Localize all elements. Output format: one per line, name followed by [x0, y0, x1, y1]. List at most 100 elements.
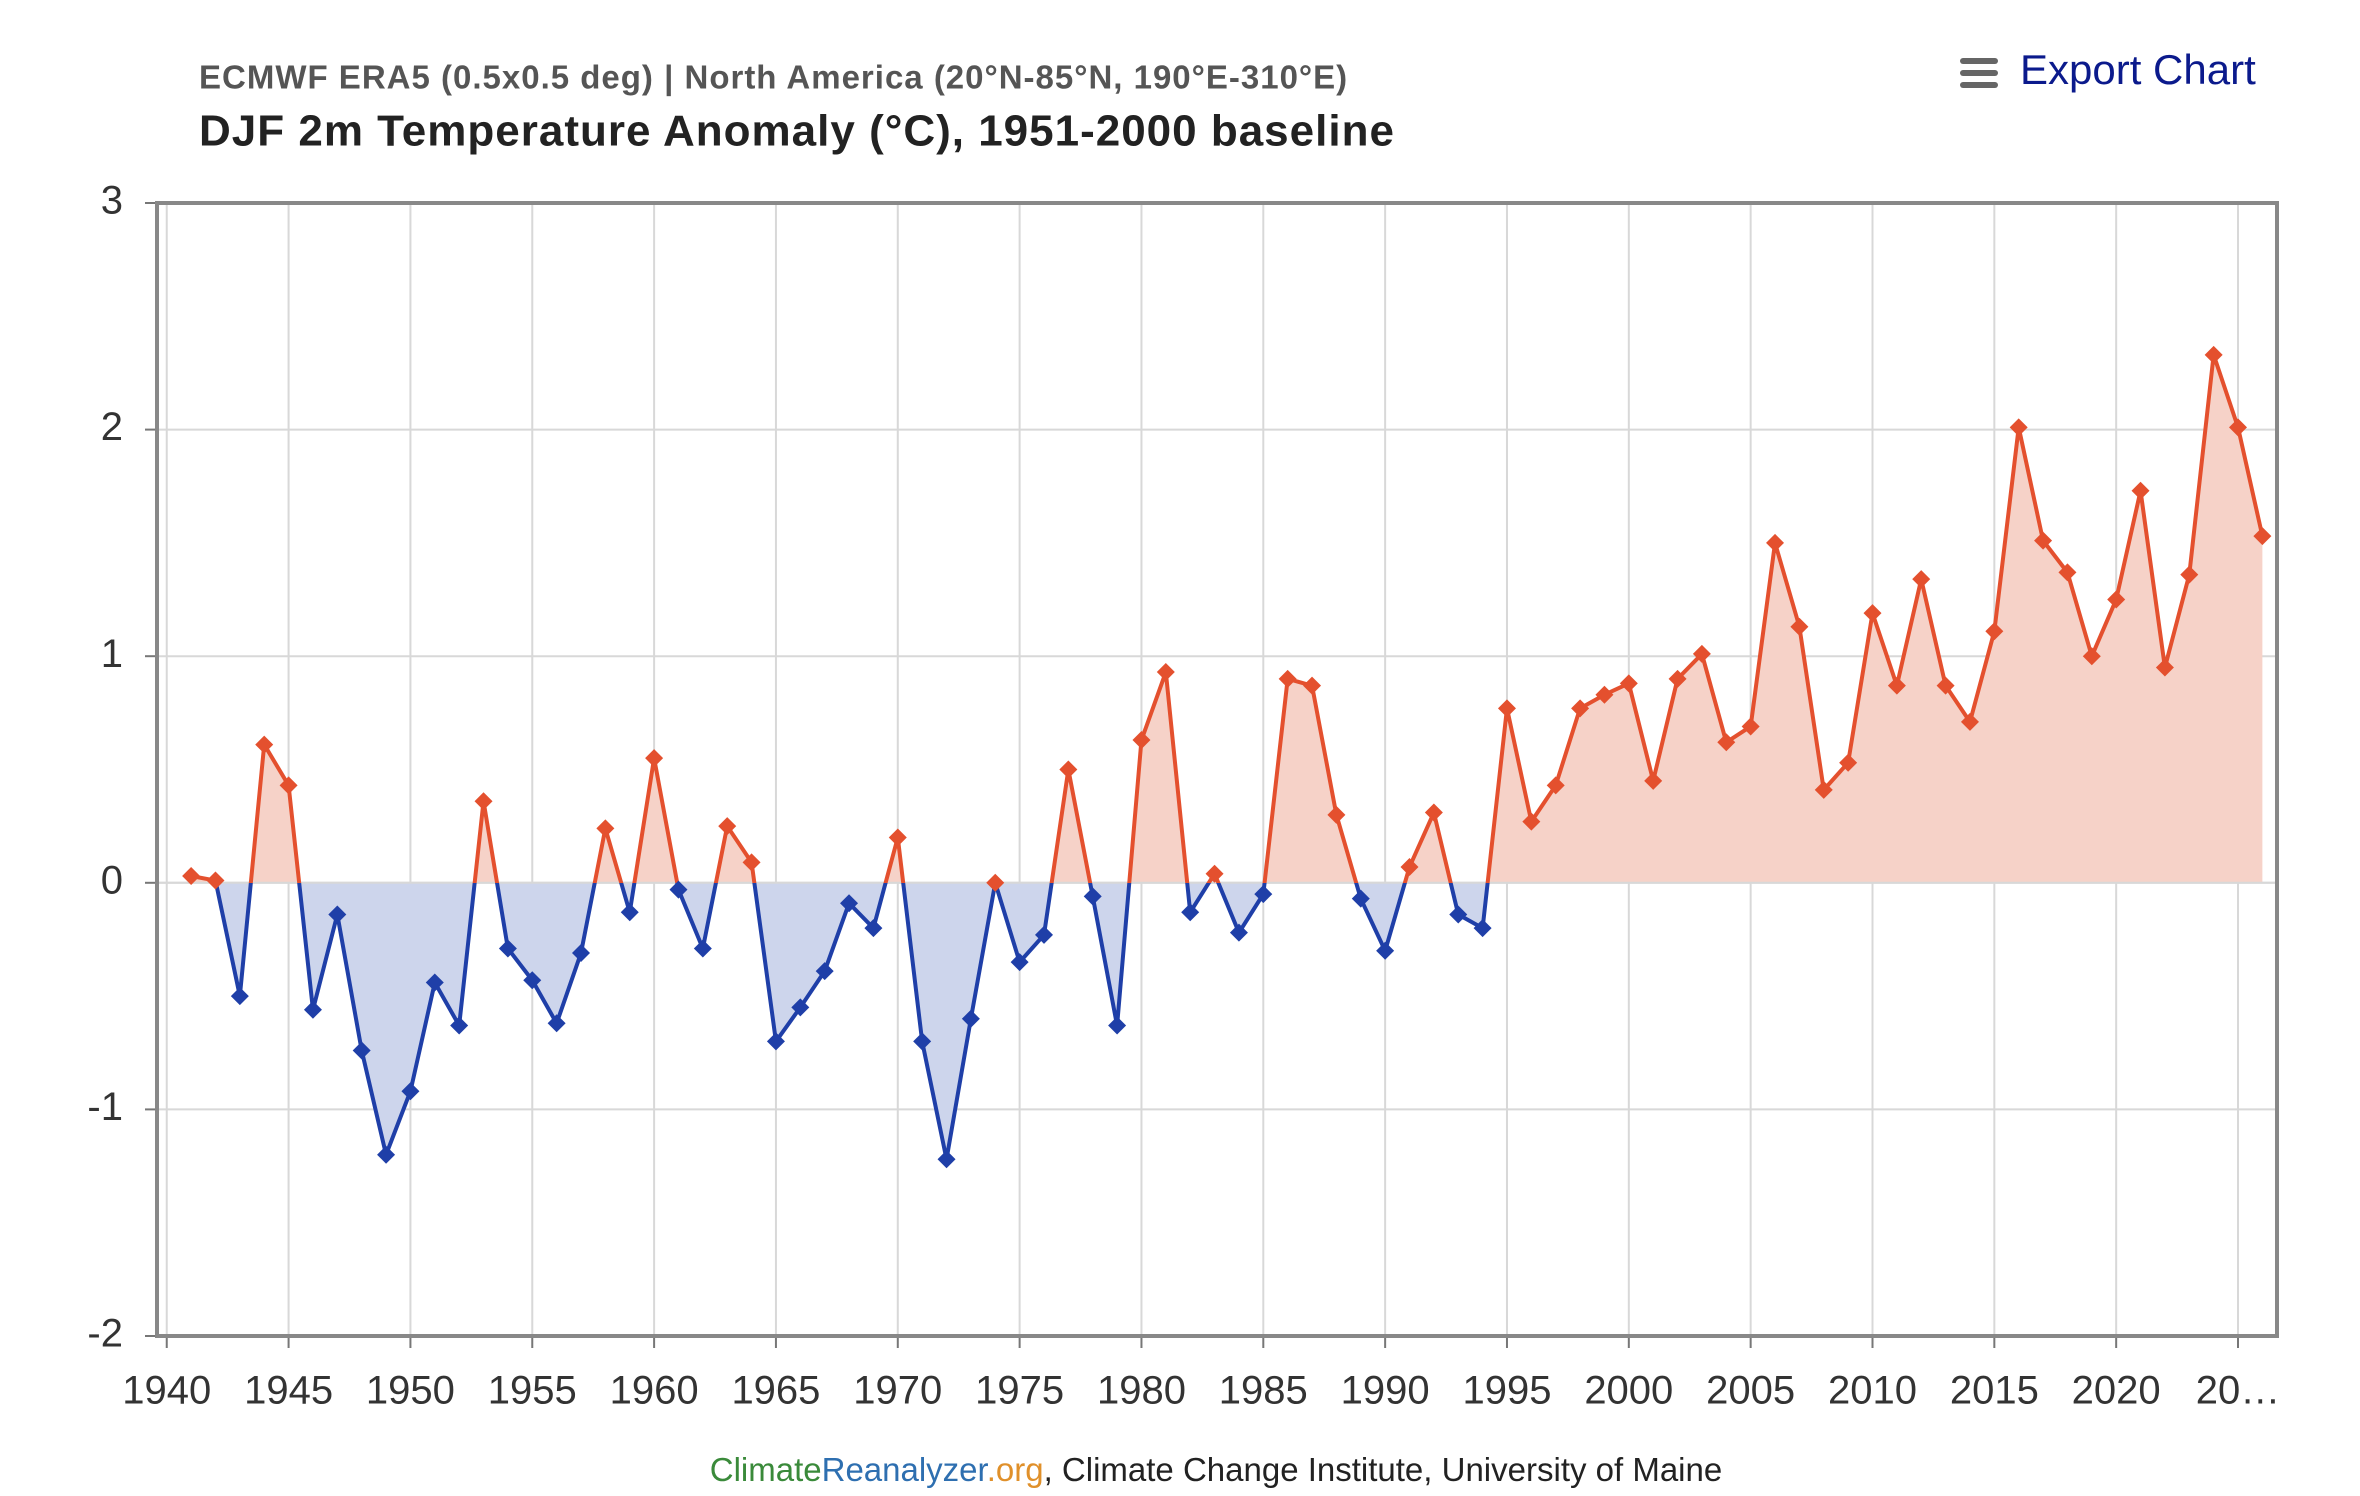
data-point	[2058, 563, 2077, 582]
data-point	[2253, 527, 2272, 546]
data-point	[596, 819, 615, 838]
data-point	[1985, 622, 2004, 641]
data-point	[1692, 644, 1711, 663]
data-point	[1254, 885, 1273, 904]
data-point	[1327, 805, 1346, 824]
data-point	[937, 1150, 956, 1169]
y-tick-label: 2	[101, 405, 123, 449]
y-tick-label: 1	[101, 632, 123, 676]
data-point	[888, 828, 907, 847]
credit-part: , Climate Change Institute, University o…	[1044, 1451, 1723, 1488]
data-point	[1936, 676, 1955, 695]
data-point	[377, 1145, 396, 1164]
data-point	[1571, 699, 1590, 718]
chart-subtitle: ECMWF ERA5 (0.5x0.5 deg) | North America…	[199, 59, 1348, 96]
data-point	[1790, 617, 1809, 636]
y-tick-label: 3	[101, 179, 123, 223]
data-point	[1376, 941, 1395, 960]
export-button-bg[interactable]	[1960, 48, 2270, 98]
data-point	[182, 867, 201, 886]
data-point	[1619, 674, 1638, 693]
data-point	[2082, 647, 2101, 666]
data-point	[1400, 857, 1419, 876]
data-point	[2034, 531, 2053, 550]
data-point	[352, 1041, 371, 1060]
y-tick-label: 0	[101, 858, 123, 902]
menu-icon-bar	[1960, 82, 1998, 88]
y-tick-label: -1	[87, 1085, 123, 1129]
x-tick-label: 1950	[366, 1369, 455, 1413]
data-point	[669, 880, 688, 899]
export-label[interactable]: Export Chart	[2020, 46, 2256, 93]
export-button[interactable]: Export Chart	[1960, 46, 2270, 98]
data-point	[1522, 812, 1541, 831]
data-point	[1863, 604, 1882, 623]
data-point	[2009, 418, 2028, 437]
data-point	[2107, 590, 2126, 609]
data-point	[1303, 676, 1322, 695]
data-point	[1108, 1016, 1127, 1035]
data-point	[1839, 753, 1858, 772]
data-point	[913, 1032, 932, 1051]
x-tick-label: 1970	[853, 1369, 942, 1413]
data-point	[450, 1016, 469, 1035]
data-point	[523, 971, 542, 990]
data-point	[1717, 733, 1736, 752]
x-tick-label: 1965	[731, 1369, 820, 1413]
data-point	[498, 939, 517, 958]
data-point	[620, 903, 639, 922]
menu-icon-bar	[1960, 58, 1998, 64]
x-tick-label: 2000	[1584, 1369, 1673, 1413]
data-point	[230, 987, 249, 1006]
data-point	[961, 1009, 980, 1028]
data-point	[1010, 953, 1029, 972]
data-point	[547, 1014, 566, 1033]
credit[interactable]: ClimateReanalyzer.org, Climate Change In…	[710, 1451, 1722, 1488]
data-point	[1497, 699, 1516, 718]
data-point	[1278, 669, 1297, 688]
data-point	[1814, 780, 1833, 799]
data-point	[1205, 864, 1224, 883]
x-tick-label: 2015	[1950, 1369, 2039, 1413]
x-tick-label: 1985	[1219, 1369, 1308, 1413]
data-point	[791, 998, 810, 1017]
x-tick-label: 1990	[1341, 1369, 1430, 1413]
menu-icon-bar	[1960, 70, 1998, 76]
data-point	[1083, 887, 1102, 906]
data-point	[1351, 889, 1370, 908]
data-point	[255, 735, 274, 754]
data-point	[2229, 418, 2248, 437]
x-tick-label: 1945	[244, 1369, 333, 1413]
data-point	[986, 873, 1005, 892]
data-point	[1912, 570, 1931, 589]
credit-part: .org	[987, 1451, 1044, 1488]
data-point	[474, 792, 493, 811]
data-point	[572, 944, 590, 963]
data-point	[1887, 676, 1906, 695]
data-point	[1034, 925, 1053, 944]
x-tick-label: 1980	[1097, 1369, 1186, 1413]
area-fill	[191, 354, 2263, 1160]
data-point	[693, 939, 712, 958]
x-tick-label: 2005	[1706, 1369, 1795, 1413]
data-point	[766, 1032, 785, 1051]
data-point	[2155, 658, 2174, 677]
y-tick-label: -2	[87, 1312, 123, 1356]
data-point	[1741, 717, 1760, 736]
data-point	[1546, 776, 1565, 795]
x-tick-label: 1940	[122, 1369, 211, 1413]
data-point	[2180, 565, 2199, 584]
data-point	[742, 853, 761, 872]
data-point	[401, 1082, 420, 1101]
data-point	[1059, 760, 1078, 779]
data-point	[2131, 481, 2150, 500]
x-tick-label: 2020	[2072, 1369, 2161, 1413]
data-point	[425, 973, 444, 992]
x-tick-label: 2010	[1828, 1369, 1917, 1413]
data-point	[645, 749, 664, 768]
data-point	[1449, 905, 1468, 924]
x-tick-label: 1955	[488, 1369, 577, 1413]
data-point	[840, 894, 859, 913]
data-point	[303, 1000, 322, 1019]
